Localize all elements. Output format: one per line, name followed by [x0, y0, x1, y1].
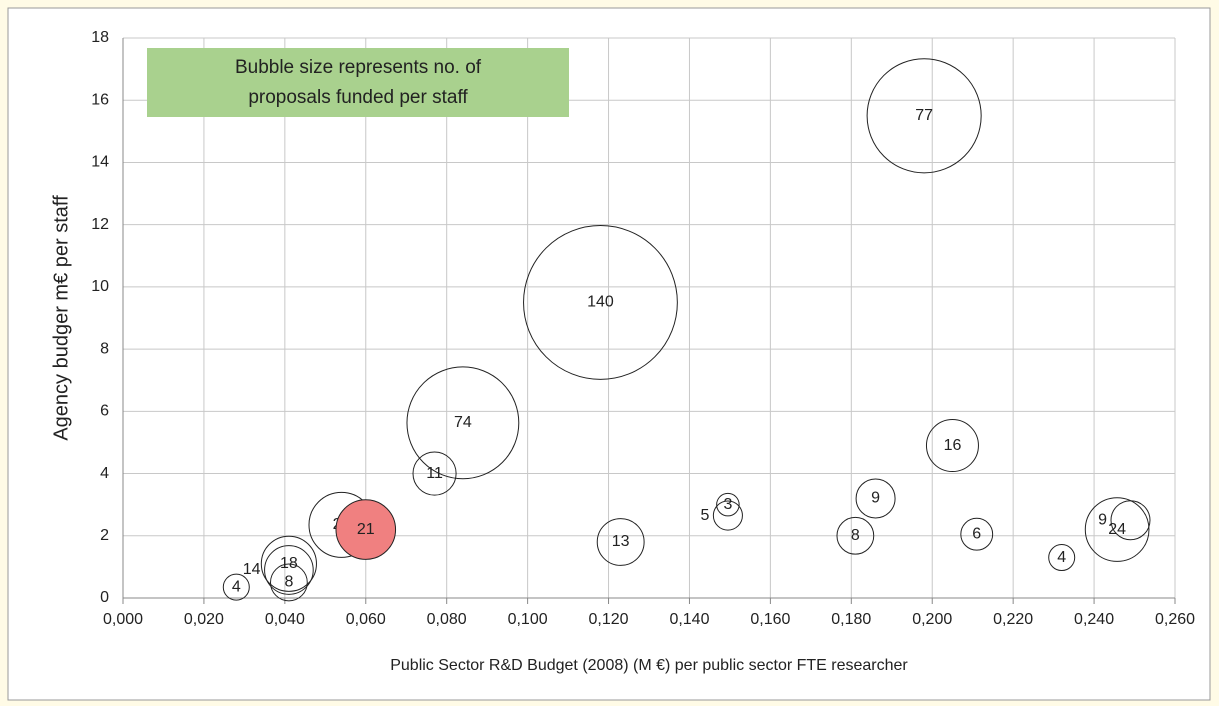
bubble	[406, 366, 520, 480]
bubble	[866, 58, 982, 174]
bubble	[412, 451, 457, 496]
x-tick-label: 0,100	[508, 611, 548, 628]
bubble	[270, 563, 308, 602]
data-label: 16	[944, 437, 962, 454]
bubble	[596, 518, 645, 566]
bubble	[222, 573, 250, 601]
x-tick-label: 0,160	[750, 611, 790, 628]
data-label: 9	[1098, 511, 1107, 528]
bubble	[712, 500, 743, 531]
x-tick-label: 0,200	[912, 611, 952, 628]
data-label: 3	[723, 496, 732, 513]
data-label: 21	[357, 521, 375, 538]
x-tick-label: 0,120	[589, 611, 629, 628]
bubble	[260, 535, 317, 592]
y-tick-label: 12	[91, 216, 109, 233]
annotation: proposals funded per staff	[248, 87, 468, 108]
data-label: 24	[1108, 521, 1126, 538]
bubble	[836, 516, 875, 555]
x-tick-label: 0,260	[1155, 611, 1195, 628]
data-label: 4	[232, 578, 241, 595]
x-tick-label: 0,180	[831, 611, 871, 628]
bubble	[1084, 497, 1150, 562]
x-tick-label: 0,080	[427, 611, 467, 628]
data-label: 14	[243, 561, 261, 578]
annotation-box	[147, 48, 569, 117]
data-label: 8	[851, 527, 860, 544]
bubble	[264, 545, 314, 595]
y-axis-title: Agency budger m€ per staff	[50, 195, 72, 441]
data-label: 18	[280, 555, 298, 572]
annotation: Bubble size represents no. of	[235, 57, 482, 78]
data-label: 140	[587, 294, 614, 311]
x-tick-label: 0,140	[669, 611, 709, 628]
data-label: 11	[426, 465, 443, 482]
y-tick-label: 0	[100, 589, 109, 606]
data-label: 9	[871, 490, 880, 507]
y-tick-label: 8	[100, 340, 109, 357]
bubble	[523, 225, 678, 380]
data-label: 5	[700, 507, 709, 524]
bubble	[1048, 544, 1076, 572]
data-label: 6	[972, 525, 981, 542]
x-tick-label: 0,000	[103, 611, 143, 628]
y-tick-label: 16	[91, 91, 109, 108]
x-tick-label: 0,240	[1074, 611, 1114, 628]
bubble	[925, 419, 979, 473]
bubble	[960, 517, 994, 551]
data-label: 4	[1057, 549, 1066, 566]
x-tick-label: 0,040	[265, 611, 305, 628]
data-label: 8	[284, 574, 293, 591]
y-tick-label: 10	[91, 278, 109, 295]
y-tick-label: 14	[91, 154, 109, 171]
y-tick-label: 18	[91, 29, 109, 46]
y-tick-label: 6	[100, 403, 109, 420]
x-tick-label: 0,220	[993, 611, 1033, 628]
bubble	[1110, 500, 1151, 541]
bubble	[716, 492, 740, 517]
data-label: 77	[915, 107, 933, 124]
data-label: 74	[454, 414, 472, 431]
bubble	[335, 499, 397, 560]
bubble	[855, 478, 896, 519]
x-tick-label: 0,060	[346, 611, 386, 628]
y-tick-label: 2	[100, 527, 109, 544]
data-label: 13	[612, 533, 630, 550]
x-tick-label: 0,020	[184, 611, 224, 628]
x-axis-title: Public Sector R&D Budget (2008) (M €) pe…	[390, 657, 908, 674]
y-tick-label: 4	[100, 465, 109, 482]
